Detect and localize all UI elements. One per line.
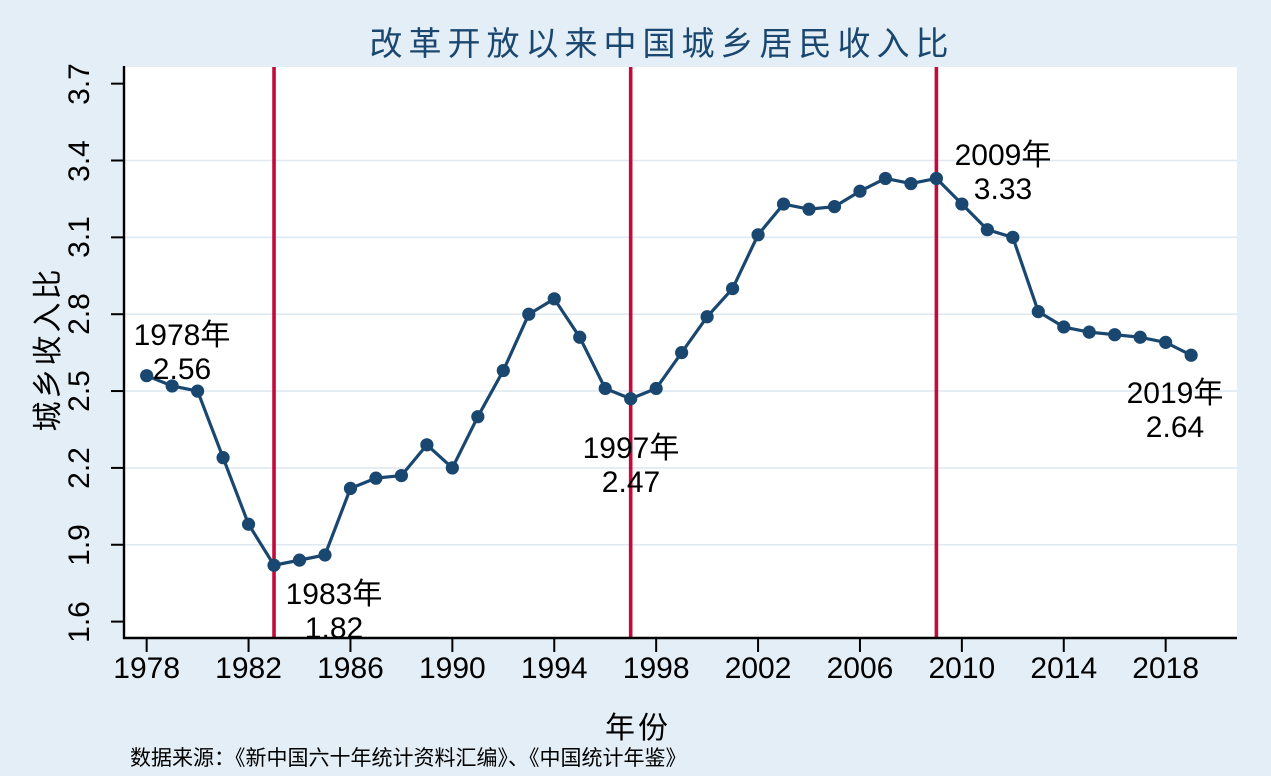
- data-point-annotation: 2009年 3.33: [955, 139, 1052, 207]
- x-tick-label: 1986: [317, 652, 384, 685]
- data-point: [420, 438, 434, 452]
- y-tick-label: 2.2: [63, 447, 96, 489]
- data-point: [751, 228, 765, 242]
- data-point: [165, 379, 179, 393]
- data-point: [776, 197, 791, 211]
- annotation-year: 1997年: [582, 432, 680, 465]
- annotation-year: 1978年: [133, 319, 231, 352]
- data-point: [878, 171, 893, 186]
- annotation-year: 1983年: [285, 578, 383, 611]
- data-point: [827, 200, 842, 214]
- x-tick-label: 2018: [1132, 652, 1200, 685]
- data-point: [241, 517, 256, 531]
- y-tick-label: 2.5: [63, 370, 96, 412]
- data-point: [1184, 348, 1198, 362]
- annotation-value: 2.47: [601, 466, 661, 499]
- annotation-value: 3.33: [973, 173, 1033, 206]
- annotation-year: 2009年: [954, 139, 1052, 172]
- data-point: [496, 363, 510, 378]
- data-point: [318, 548, 332, 562]
- data-point: [369, 471, 383, 485]
- data-point: [1159, 335, 1173, 349]
- data-point: [929, 171, 943, 186]
- y-tick-label: 3.4: [63, 139, 96, 182]
- data-point: [624, 392, 638, 406]
- data-point-annotation: 1978年 2.56: [134, 319, 231, 387]
- x-tick-label: 1978: [113, 652, 181, 685]
- data-point-annotation: 1983年 1.82: [286, 578, 383, 646]
- data-point: [140, 369, 154, 383]
- data-point: [598, 381, 612, 396]
- x-tick-label: 2006: [826, 652, 894, 685]
- x-tick-label: 1998: [622, 652, 690, 685]
- data-point: [980, 223, 994, 237]
- data-point: [1108, 328, 1122, 342]
- data-point: [725, 281, 740, 296]
- data-point: [191, 384, 205, 398]
- annotation-value: 1.82: [304, 612, 364, 645]
- data-point: [649, 381, 663, 396]
- data-point: [802, 202, 816, 216]
- y-tick-label: 1.9: [63, 523, 96, 566]
- data-point: [522, 307, 536, 321]
- data-point: [445, 461, 459, 475]
- data-point: [1082, 325, 1096, 339]
- y-tick-label: 3.7: [63, 62, 96, 105]
- x-tick-label: 2002: [724, 652, 792, 685]
- x-tick-label: 1990: [418, 652, 486, 685]
- data-point: [267, 558, 281, 572]
- data-point: [1031, 305, 1045, 319]
- data-point: [292, 553, 307, 567]
- data-point: [1057, 320, 1071, 334]
- y-tick-label: 3.1: [63, 216, 96, 259]
- data-point: [904, 176, 918, 191]
- y-tick-label: 1.6: [63, 600, 96, 643]
- data-point-annotation: 1997年 2.47: [583, 432, 680, 500]
- data-point: [853, 184, 867, 198]
- y-axis-title: 城乡收入比: [32, 266, 65, 432]
- data-point: [343, 481, 358, 495]
- annotation-value: 2.56: [152, 353, 212, 386]
- annotation-value: 2.64: [1145, 411, 1205, 444]
- data-point: [1006, 230, 1020, 244]
- x-tick-label: 1994: [520, 652, 588, 685]
- data-point: [700, 310, 714, 324]
- data-point-annotation: 2019年 2.64: [1127, 377, 1224, 445]
- data-point: [1133, 330, 1147, 344]
- data-point: [573, 330, 587, 344]
- x-tick-label: 2010: [928, 652, 996, 685]
- data-point: [216, 451, 230, 465]
- annotation-year: 2019年: [1126, 377, 1224, 410]
- x-tick-label: 1982: [215, 652, 282, 685]
- data-point: [955, 197, 969, 211]
- data-point: [547, 292, 561, 306]
- x-axis-title: 年份: [605, 712, 671, 745]
- x-tick-label: 2014: [1030, 652, 1098, 685]
- y-tick-label: 2.8: [63, 293, 96, 336]
- data-point: [471, 410, 485, 424]
- data-point: [394, 468, 409, 483]
- source-note: 数据来源：《新中国六十年统计资料汇编》、《中国统计年鉴》: [130, 747, 687, 770]
- data-point: [675, 346, 689, 360]
- chart-title: 改革开放以来中国城乡居民收入比: [369, 25, 955, 62]
